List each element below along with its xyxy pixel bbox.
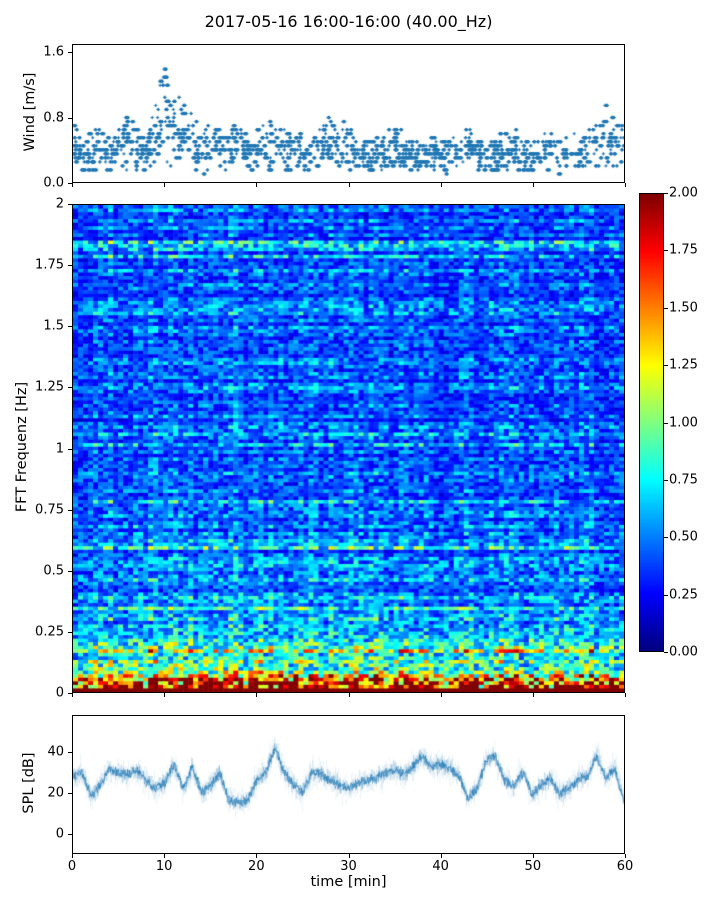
colorbar-tick-label: 0.75	[669, 472, 698, 488]
spectrogram-canvas	[73, 205, 624, 692]
time-xtick-label: 30	[340, 859, 357, 874]
wind-scatter-canvas	[73, 45, 624, 182]
axis-tick-mark	[625, 183, 626, 187]
axis-tick-mark	[68, 570, 72, 572]
wind-plot-panel	[72, 44, 625, 183]
time-xtick-label: 0	[67, 859, 77, 874]
axis-tick-mark	[664, 193, 668, 194]
axis-tick-mark	[440, 854, 442, 858]
axis-tick-mark	[68, 265, 72, 267]
axis-tick-mark	[72, 854, 73, 858]
axis-tick-mark	[532, 693, 534, 697]
axis-tick-mark	[68, 204, 72, 205]
axis-tick-mark	[164, 693, 166, 697]
axis-tick-mark	[664, 652, 668, 653]
colorbar	[639, 193, 664, 652]
fft-ytick-label: 0.75	[35, 502, 64, 518]
axis-tick-mark	[664, 479, 668, 481]
colorbar-tick-label: 1.50	[669, 300, 698, 316]
axis-tick-mark	[532, 854, 534, 858]
colorbar-canvas	[640, 194, 663, 651]
axis-tick-mark	[625, 693, 626, 697]
wind-ytick-label: 0.8	[43, 110, 64, 126]
axis-tick-mark	[68, 117, 72, 119]
axis-tick-mark	[68, 693, 72, 694]
colorbar-tick-label: 1.75	[669, 242, 698, 258]
axis-tick-mark	[664, 537, 668, 539]
axis-tick-mark	[72, 183, 73, 187]
axis-tick-mark	[68, 326, 72, 328]
fft-ytick-label: 1.25	[35, 379, 64, 395]
time-x-axis-label: time [min]	[310, 874, 387, 890]
axis-tick-mark	[664, 365, 668, 367]
colorbar-tick-label: 0.00	[669, 644, 698, 660]
axis-tick-mark	[664, 594, 668, 596]
time-xtick-label: 10	[155, 859, 173, 874]
spl-y-axis-label: SPL [dB]	[21, 752, 37, 814]
axis-tick-mark	[68, 387, 72, 389]
time-xtick-label: 40	[432, 859, 449, 874]
axis-tick-mark	[532, 183, 534, 187]
fft-ytick-label: 0.5	[43, 563, 64, 579]
spl-ytick-label: 40	[47, 744, 64, 760]
fft-ytick-label: 0	[55, 685, 64, 701]
axis-tick-mark	[664, 422, 668, 424]
colorbar-tick-label: 1.00	[669, 415, 698, 430]
axis-tick-mark	[664, 307, 668, 309]
spl-ytick-label: 20	[47, 785, 64, 801]
axis-tick-mark	[440, 693, 442, 697]
axis-tick-mark	[348, 854, 350, 858]
colorbar-tick-label: 2.00	[669, 185, 698, 201]
figure-title: 2017-05-16 16:00-16:00 (40.00_Hz)	[204, 12, 493, 31]
fft-ytick-label: 1	[55, 441, 64, 456]
axis-tick-mark	[256, 693, 258, 697]
spectrogram-panel	[72, 204, 625, 693]
axis-tick-mark	[664, 250, 668, 252]
axis-tick-mark	[625, 854, 626, 858]
axis-tick-mark	[440, 183, 442, 187]
wind-ytick-label: 1.6	[43, 44, 64, 60]
axis-tick-mark	[164, 183, 166, 187]
fft-ytick-label: 0.25	[35, 624, 64, 640]
fft-ytick-label: 1.5	[43, 318, 64, 334]
time-xtick-label: 50	[524, 859, 542, 874]
spl-plot-panel	[72, 715, 625, 854]
axis-tick-mark	[68, 52, 72, 54]
time-xtick-label: 60	[616, 859, 634, 874]
axis-tick-mark	[68, 751, 72, 753]
colorbar-tick-label: 0.50	[669, 529, 698, 545]
axis-tick-mark	[164, 854, 166, 858]
axis-tick-mark	[68, 448, 72, 450]
axis-tick-mark	[68, 833, 72, 835]
fft-ytick-label: 1.75	[35, 257, 64, 273]
colorbar-tick-label: 0.25	[669, 587, 698, 603]
colorbar-tick-label: 1.25	[669, 357, 698, 373]
axis-tick-mark	[68, 792, 72, 794]
axis-tick-mark	[348, 183, 350, 187]
axis-tick-mark	[72, 693, 73, 697]
axis-tick-mark	[256, 854, 258, 858]
axis-tick-mark	[348, 693, 350, 697]
axis-tick-mark	[68, 631, 72, 633]
time-xtick-label: 20	[248, 859, 265, 874]
spl-line-canvas	[73, 716, 624, 853]
fft-ytick-label: 2	[55, 196, 64, 212]
wind-ytick-label: 0.0	[43, 175, 64, 191]
axis-tick-mark	[256, 183, 258, 187]
spl-ytick-label: 0	[55, 826, 64, 842]
axis-tick-mark	[68, 509, 72, 511]
axis-tick-mark	[68, 183, 72, 184]
